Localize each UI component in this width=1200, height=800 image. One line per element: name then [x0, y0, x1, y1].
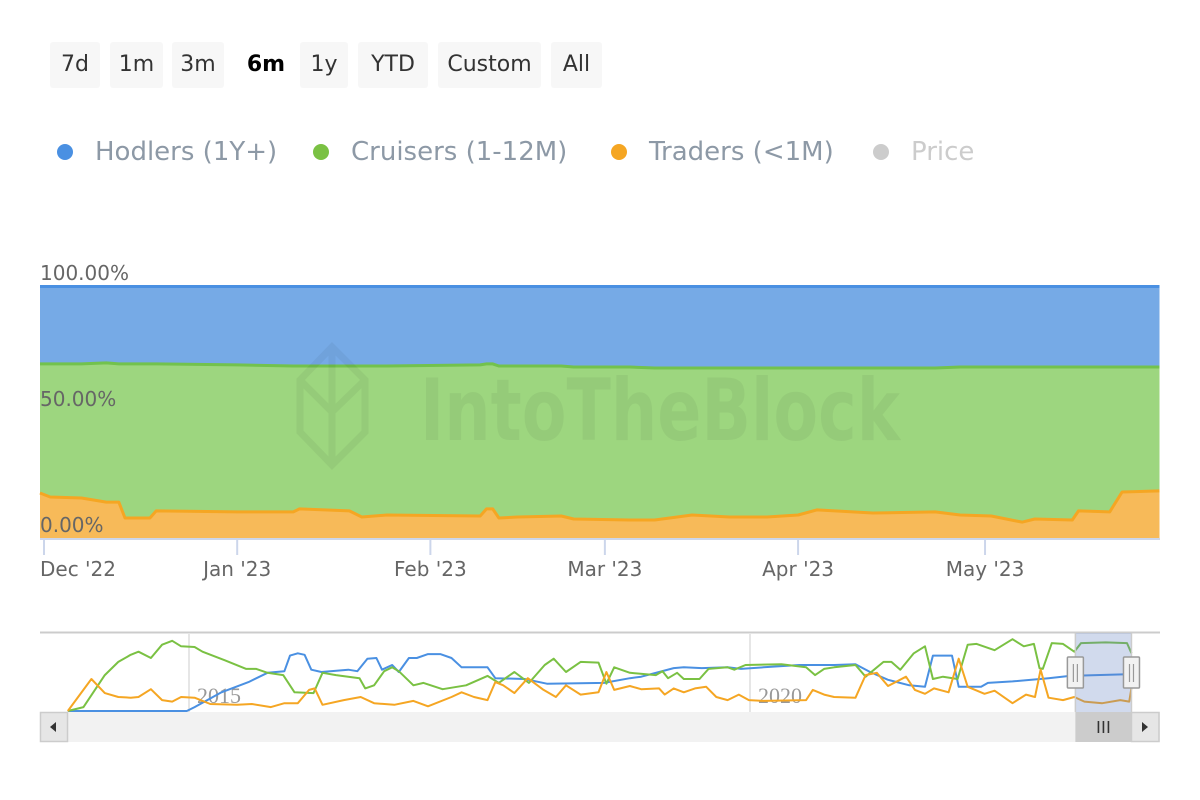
legend-label: Cruisers (1-12M) [351, 137, 568, 167]
handle-grip-icon[interactable] [1122, 656, 1141, 689]
range-button-1y[interactable]: 1y [300, 42, 348, 88]
scrollbar-thumb[interactable] [1075, 712, 1132, 742]
handle-grip-icon[interactable] [1066, 656, 1085, 689]
cruisers-area[interactable] [40, 362, 1160, 523]
navigator[interactable]: 2015 2020 [40, 631, 1160, 743]
range-button-7d[interactable]: 7d [50, 42, 100, 88]
legend-dot-icon [873, 144, 889, 160]
legend-label: Hodlers (1Y+) [95, 137, 278, 167]
traders-area[interactable] [40, 490, 1160, 538]
arrow-left-icon [50, 722, 56, 732]
x-axis-label-apr-23: Apr '23 [762, 557, 834, 581]
navigator-selected-range[interactable] [1075, 633, 1132, 712]
x-axis-label-may-23: May '23 [946, 557, 1025, 581]
x-axis-label-dec-22: Dec '22 [40, 557, 116, 581]
range-button-6m[interactable]: 6m [246, 52, 286, 77]
traders-line [39, 489, 1160, 524]
range-button-all[interactable]: All [551, 42, 602, 88]
x-axis-label-jan-23: Jan '23 [201, 557, 271, 581]
y-axis-label-100: 100.00% [40, 261, 129, 285]
arrow-right-icon [1142, 722, 1148, 732]
legend-item-price[interactable]: Price [873, 134, 974, 170]
cruisers-line [40, 361, 1160, 370]
y-axis-label-0: 0.00% [40, 513, 104, 537]
scrollbar-left-button[interactable] [39, 711, 69, 743]
range-button-3m[interactable]: 3m [172, 42, 224, 88]
hodlers-area[interactable] [40, 285, 1160, 368]
y-axis-label-50: 50.00% [40, 387, 116, 411]
intotheblock-logo-icon [296, 342, 369, 470]
scrollbar[interactable] [39, 711, 1160, 743]
legend-label: Price [911, 137, 975, 167]
legend-item-hodlers[interactable]: Hodlers (1Y+) [57, 134, 277, 170]
watermark: IntoTheBlock [296, 342, 901, 470]
legend-label: Traders (<1M) [649, 137, 834, 167]
legend-dot-icon [611, 144, 627, 160]
legend-item-traders[interactable]: Traders (<1M) [611, 134, 834, 170]
legend-dot-icon [57, 144, 73, 160]
watermark-text: IntoTheBlock [420, 361, 901, 461]
navigator-label-2020: 2020 [758, 683, 802, 708]
x-axis-label-mar-23: Mar '23 [567, 557, 642, 581]
navigator-cruisers-line [67, 638, 1133, 712]
legend-dot-icon [313, 144, 329, 160]
x-axis-label-feb-23: Feb '23 [394, 557, 467, 581]
navigator-handle-left[interactable] [1066, 656, 1085, 689]
navigator-hodlers-line [67, 652, 1132, 712]
range-button-ytd[interactable]: YTD [358, 42, 428, 88]
navigator-traders-line [66, 657, 1133, 712]
x-axis-labels: Dec '22 Jan '23 Feb '23 Mar '23 Apr '23 … [40, 557, 1024, 581]
x-axis-ticks [43, 539, 987, 555]
scrollbar-right-button[interactable] [1130, 711, 1160, 743]
main-plot [39, 285, 1160, 538]
legend-item-cruisers[interactable]: Cruisers (1-12M) [313, 134, 567, 170]
scrollbar-track[interactable] [40, 712, 1160, 742]
navigator-handle-right[interactable] [1122, 656, 1141, 689]
range-button-custom[interactable]: Custom [438, 42, 541, 88]
range-button-1m[interactable]: 1m [110, 42, 163, 88]
